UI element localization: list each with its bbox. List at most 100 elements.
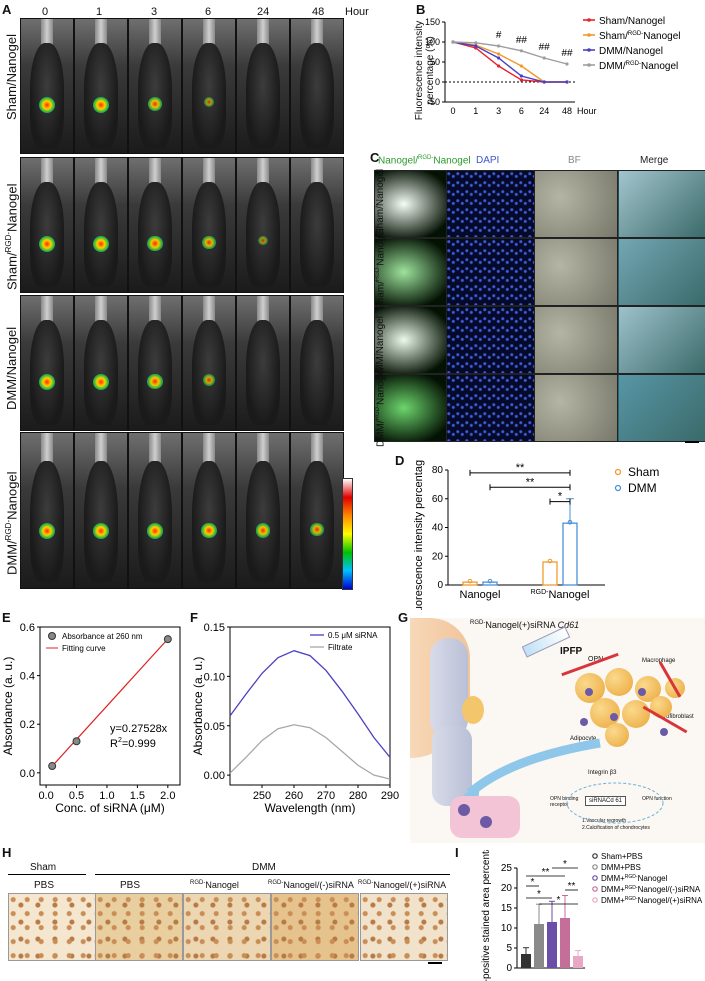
fluorescence-signal [255, 522, 271, 538]
mouse-photo [236, 295, 290, 431]
a-row-label-3: DMM/Nanogel [4, 326, 19, 410]
fluorescence-signal [39, 373, 55, 390]
panel-label-d: D [395, 453, 405, 468]
i-legend-label: Sham+PBS [601, 852, 643, 861]
f-legend-label: 0.5 μM siRNA [328, 631, 378, 640]
tibia-bone [432, 726, 472, 806]
d-legend-label: DMM [628, 481, 657, 495]
g-myofibroblast: Myofibroblast [658, 714, 694, 720]
micrograph [617, 374, 705, 442]
b-annotation: ## [516, 35, 528, 46]
mouse-photo [236, 18, 290, 154]
mouse-photo [128, 432, 182, 589]
e-xlabel: Conc. of siRNA (μM) [55, 801, 165, 815]
adipocyte-icon [605, 723, 629, 747]
micrograph [374, 170, 448, 238]
mouse-photo [74, 295, 128, 431]
i-legend-marker [592, 897, 598, 903]
micrograph [374, 238, 448, 306]
c-row-label-2: Sham/RGD-Nanogel [375, 228, 387, 310]
panel-label-b: B [416, 2, 426, 17]
micrograph [534, 170, 619, 238]
micrograph [617, 306, 705, 374]
b-ytick-label: 100 [425, 37, 440, 47]
i-bar [560, 918, 570, 968]
panel-g-schematic: RGD-Nanogel(+)siRNA Cd61 IPFP OPN Macrop… [410, 618, 705, 843]
panel-label-h: H [2, 845, 12, 860]
nanogel-icon [585, 688, 593, 696]
g-adipocyte: Adipocyte [570, 736, 597, 742]
b-point [451, 40, 455, 44]
micrograph [617, 238, 705, 306]
g-note-2: 2.Calcification of chondrocytes [582, 825, 650, 831]
mouse-body [246, 182, 280, 287]
h-col-1: PBS [34, 880, 55, 891]
b-ytick-label: 0 [435, 77, 440, 87]
g-opn: OPN [588, 656, 604, 663]
fat-pad [462, 696, 484, 724]
mouse-body [138, 182, 172, 287]
nose-cone [256, 19, 270, 49]
mouse-photo [74, 157, 128, 293]
fluorescence-signal [147, 373, 163, 389]
b-legend-marker [587, 18, 591, 22]
i-ylabel: Integrin β3-positive stained area percen… [481, 850, 492, 981]
mouse-photo [128, 18, 182, 154]
e-fit-line [51, 638, 169, 767]
b-xtick-label: 24 [539, 106, 549, 116]
nose-cone [148, 19, 162, 49]
nose-cone [94, 433, 108, 468]
e-ytick-label: 0.2 [20, 719, 35, 731]
mouse-body [246, 43, 280, 148]
b-legend-label: Sham/Nanogel [599, 16, 665, 27]
micrograph [534, 374, 619, 442]
f-xlabel: Wavelength (nm) [265, 801, 356, 815]
time-3: 3 [151, 6, 158, 18]
g-note-1: 1.Vascular regrowth [582, 818, 627, 824]
mouse-photo [236, 432, 290, 589]
mouse-photo [290, 18, 344, 154]
d-bar [482, 581, 498, 586]
e-legend-label: Fitting curve [62, 644, 106, 653]
h-group-sham: Sham [30, 862, 57, 873]
i-bar [573, 956, 583, 968]
i-sig-label: ** [568, 881, 576, 892]
i-legend-marker [592, 864, 598, 870]
mouse-photo [74, 432, 128, 589]
mouse-photo [290, 295, 344, 431]
b-legend-marker [587, 33, 591, 37]
e-plot-frame [39, 626, 181, 786]
a-row-label-1: Sham/Nanogel [4, 34, 19, 120]
mouse-body [246, 320, 280, 425]
i-legend-label: DMM+RGD-Nanogel/(+)siRNA [601, 896, 703, 905]
mouse-photo [182, 18, 236, 154]
panel-i-chart: 0 5 10 15 20 25 Integrin β3-positive stained a… [481, 850, 703, 981]
g-sirna-box: siRNACd 61 [585, 796, 627, 806]
panel-d-chart: 0 20 40 60 80 Fluorescence intensity percenta… [413, 460, 659, 610]
b-ytick-label: 50 [430, 57, 440, 67]
fluorescence-signal [258, 235, 268, 246]
time-24: 24 [257, 6, 270, 18]
b-point [497, 64, 501, 68]
f-xtick-label: 270 [317, 790, 335, 802]
d-point [467, 578, 473, 584]
c-col-2: DAPI [476, 155, 500, 166]
h-group-dmm: DMM [252, 862, 276, 873]
nose-cone [40, 19, 54, 49]
c-col-3: BF [568, 155, 581, 166]
mouse-body [192, 182, 226, 287]
i-ytick-label: 15 [501, 903, 513, 914]
h-col-2: PBS [120, 880, 141, 891]
e-legend-label: Absorbance at 260 nm [62, 632, 143, 641]
e-legend-marker [48, 632, 56, 640]
nose-cone [202, 433, 216, 468]
mouse-body [138, 43, 172, 148]
nanogel-icon [660, 728, 668, 736]
g-macrophage: Macrophage [642, 658, 676, 664]
mouse-photo [20, 157, 74, 293]
nose-cone [40, 158, 54, 188]
mouse-body [30, 43, 64, 148]
b-point [519, 49, 523, 53]
e-ylabel: Absorbance (a. u.) [1, 657, 15, 756]
mouse-photo [236, 157, 290, 293]
